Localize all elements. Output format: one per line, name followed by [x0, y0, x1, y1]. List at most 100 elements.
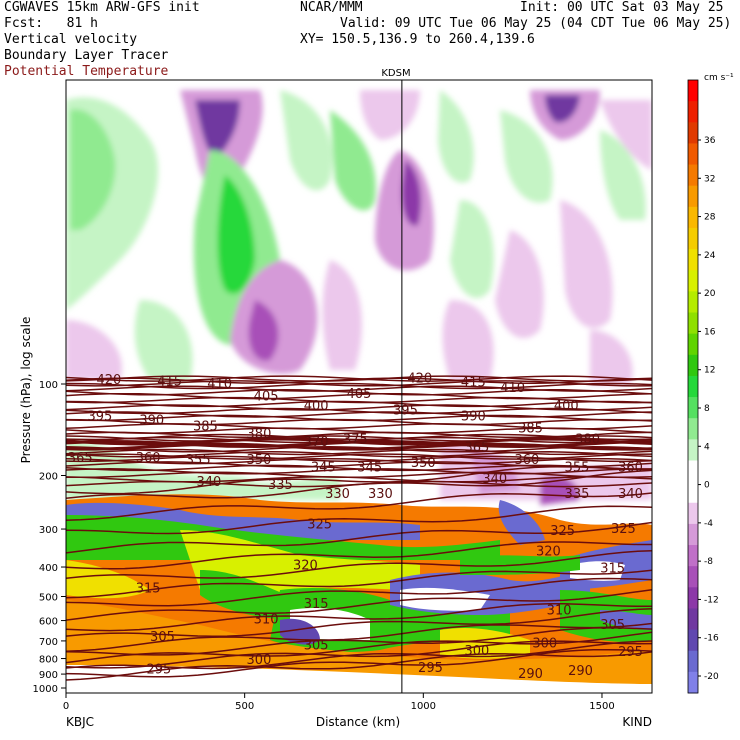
colorbar-label: 16: [704, 327, 716, 337]
plot-frame: [65, 79, 653, 694]
theta-contour: [66, 651, 652, 681]
upper-vertical-velocity-field: [66, 90, 652, 385]
y-tick-label: 700: [39, 637, 58, 648]
theta-contour: [66, 437, 652, 446]
theta-label: 360: [618, 460, 643, 475]
theta-contour: [66, 461, 652, 468]
theta-label: 320: [293, 558, 318, 573]
theta-label: 365: [465, 441, 490, 456]
theta-label: 385: [193, 420, 218, 435]
theta-label: 290: [568, 664, 593, 679]
colorbar-swatch: [688, 545, 698, 567]
theta-label: 290: [518, 667, 543, 682]
theta-contour: [66, 627, 652, 656]
theta-contour: [66, 640, 652, 669]
colorbar-swatch: [688, 80, 698, 102]
colorbar-frame: [687, 79, 699, 694]
y-tick-label: 1000: [33, 684, 58, 695]
colorbar-label: 24: [704, 251, 716, 261]
forecast-hour: Fcst: 81 h: [4, 16, 98, 31]
theta-label: 335: [268, 478, 293, 493]
colorbar-swatch: [688, 375, 698, 398]
theta-label: 350: [411, 456, 436, 471]
theta-label: 330: [368, 487, 393, 502]
theta-label: 410: [207, 377, 232, 392]
theta-label: 400: [554, 399, 579, 414]
theta-label: 345: [311, 460, 336, 475]
theta-label: 380: [575, 432, 600, 447]
colorbar-swatch: [688, 185, 698, 208]
colorbar-swatch: [688, 291, 698, 314]
colorbar-swatch: [688, 333, 698, 356]
theta-label: 310: [547, 603, 572, 618]
theta-contour: [66, 407, 652, 415]
y-tick-label: 800: [39, 655, 58, 666]
colorbar-swatch: [688, 439, 698, 461]
theta-labels: 420 415 410 405 400 405 420 415 410 400 395 390 385 3…: [68, 372, 643, 682]
theta-label: 400: [304, 399, 329, 414]
colorbar-swatch: [688, 587, 698, 609]
theta-label: 375: [343, 432, 368, 447]
theta-contour: [66, 648, 652, 678]
org-label: NCAR/MMM: [300, 0, 363, 15]
theta-contour: [66, 505, 652, 535]
colorbar-label: 28: [704, 213, 716, 223]
y-tick-label: 900: [39, 670, 58, 681]
theta-label: 380: [247, 427, 272, 442]
theta-label: 320: [536, 544, 561, 559]
y-tick-label: 100: [39, 380, 58, 391]
colorbar-units: cm s⁻¹: [704, 73, 734, 83]
theta-label: 315: [600, 562, 625, 577]
colorbar-swatch: [688, 397, 698, 419]
theta-contour: [66, 521, 652, 554]
theta-label: 330: [325, 487, 350, 502]
valid-time: Valid: 09 UTC Tue 06 May 25 (04 CDT Tue …: [340, 16, 732, 31]
theta-label: 415: [461, 376, 486, 391]
theta-label: 390: [139, 414, 164, 429]
theta-label: 345: [357, 460, 382, 475]
theta-label: 305: [304, 639, 329, 654]
theta-contour: [66, 492, 652, 521]
colorbar-label: -4: [704, 519, 713, 529]
theta-label: 325: [307, 518, 332, 533]
theta-contour: [66, 389, 652, 396]
theta-label: 325: [550, 524, 575, 539]
theta-label: 350: [247, 453, 272, 468]
theta-contour: [66, 457, 652, 465]
y-tick-label: 400: [39, 563, 58, 574]
colorbar-swatch: [688, 608, 698, 631]
field-boundary-layer-tracer: Boundary Layer Tracer: [4, 48, 169, 63]
theta-label: 300: [247, 653, 272, 668]
theta-contour: [66, 640, 652, 670]
theta-label: 295: [146, 663, 171, 678]
colorbar-swatch: [688, 270, 698, 292]
plot-area: 420 415 410 405 400 405 420 415 410 400 395 390 385 3…: [66, 80, 652, 693]
theta-contour: [66, 541, 652, 570]
theta-contour: [66, 396, 652, 404]
right-endpoint-label: KIND: [622, 715, 652, 729]
colorbar-swatch: [688, 206, 698, 229]
colorbar-label: 20: [704, 289, 716, 299]
colorbar-swatch: [688, 101, 698, 123]
theta-contour: [66, 431, 652, 439]
colorbar-label: 8: [704, 404, 710, 414]
theta-contour: [66, 603, 652, 632]
colorbar-label: 0: [704, 481, 710, 491]
theta-contour: [66, 385, 652, 392]
theta-label: 395: [393, 403, 418, 418]
colorbar-label: 36: [704, 136, 716, 146]
colorbar-swatch: [688, 671, 698, 694]
x-tick-label: 0: [63, 701, 69, 712]
theta-contour: [66, 608, 652, 637]
theta-contour: [66, 569, 652, 599]
colorbar-label: -8: [704, 557, 713, 567]
colorbar-label: 4: [704, 442, 710, 452]
theta-label: 355: [565, 460, 590, 475]
field-potential-temperature: Potential Temperature: [4, 64, 169, 79]
theta-contour: [66, 382, 652, 390]
y-axis-ticks: 100 200 300 400 500 600 700 800 900 1000: [33, 380, 66, 695]
theta-contour: [66, 448, 652, 456]
theta-label: 295: [618, 645, 643, 660]
theta-contours: [66, 375, 652, 681]
colorbar-label: 32: [704, 174, 715, 184]
